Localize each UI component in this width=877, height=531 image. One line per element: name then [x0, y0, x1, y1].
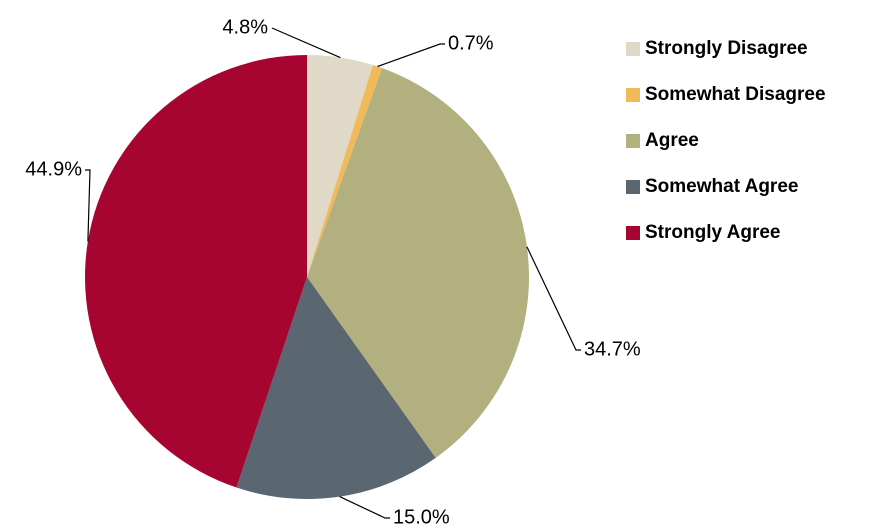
pie-slice — [84, 54, 308, 488]
legend-label: Strongly Disagree — [645, 38, 808, 59]
legend-label: Somewhat Disagree — [645, 84, 826, 105]
leader-line — [339, 496, 390, 519]
data-label: 15.0% — [393, 506, 450, 528]
legend-swatch — [626, 180, 640, 194]
legend-label: Agree — [645, 130, 699, 151]
data-label: 34.7% — [584, 338, 641, 360]
legend-label: Somewhat Agree — [645, 176, 798, 197]
pie-slice — [307, 55, 373, 277]
pie-slice — [307, 65, 383, 277]
leader-line — [526, 246, 581, 351]
leader-line — [377, 43, 445, 68]
pie-slice — [307, 68, 530, 458]
legend-swatch — [626, 134, 640, 148]
pie-slice — [236, 277, 436, 499]
legend-swatch — [626, 88, 640, 102]
data-label: 0.7% — [448, 32, 494, 54]
data-label: 4.8% — [222, 16, 268, 38]
legend-swatch — [626, 42, 640, 56]
legend-label: Strongly Agree — [645, 222, 781, 243]
data-label: 44.9% — [25, 158, 82, 180]
legend-swatch — [626, 226, 640, 240]
leader-line — [85, 169, 91, 242]
leader-line — [271, 27, 341, 59]
